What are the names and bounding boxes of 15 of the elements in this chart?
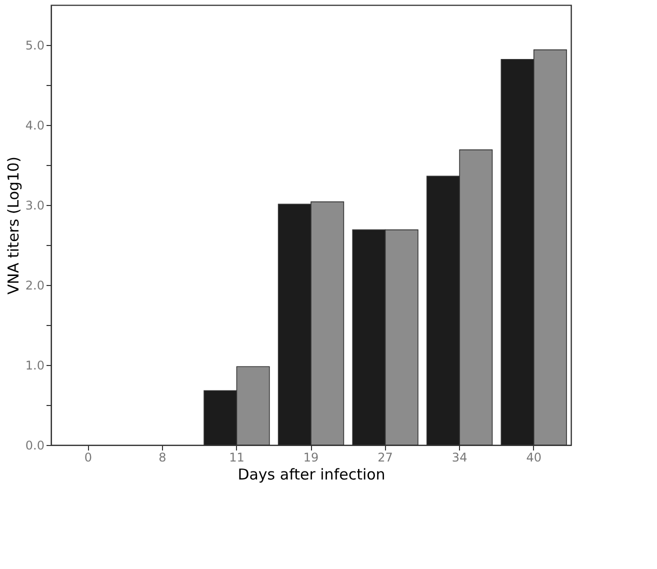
y-tick-label: 3.0 xyxy=(25,198,44,212)
x-tick-label: 11 xyxy=(229,450,244,464)
y-tick-label: 0.0 xyxy=(25,438,44,452)
x-tick-label: 0 xyxy=(84,450,92,464)
y-tick-label: 5.0 xyxy=(25,38,44,52)
x-tick-label: 27 xyxy=(378,450,393,464)
y-tick-label: 4.0 xyxy=(25,118,44,132)
x-tick-label: 40 xyxy=(526,450,542,464)
x-tick-label: 8 xyxy=(158,450,166,464)
y-axis-title: VNA titers (Log10) xyxy=(4,156,22,295)
y-tick-label: 2.0 xyxy=(25,278,44,292)
x-tick-label: 34 xyxy=(452,450,468,464)
x-axis-title: Days after infection xyxy=(238,466,386,484)
y-tick-label: 1.0 xyxy=(25,358,44,372)
x-tick-label: 19 xyxy=(303,450,319,464)
